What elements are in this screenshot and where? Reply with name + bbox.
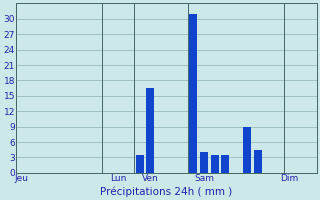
Bar: [211, 155, 219, 173]
Bar: [221, 155, 229, 173]
Bar: [189, 14, 197, 173]
X-axis label: Précipitations 24h ( mm ): Précipitations 24h ( mm ): [100, 186, 233, 197]
Bar: [243, 127, 251, 173]
Bar: [136, 155, 144, 173]
Bar: [200, 152, 208, 173]
Bar: [146, 88, 154, 173]
Bar: [253, 150, 261, 173]
